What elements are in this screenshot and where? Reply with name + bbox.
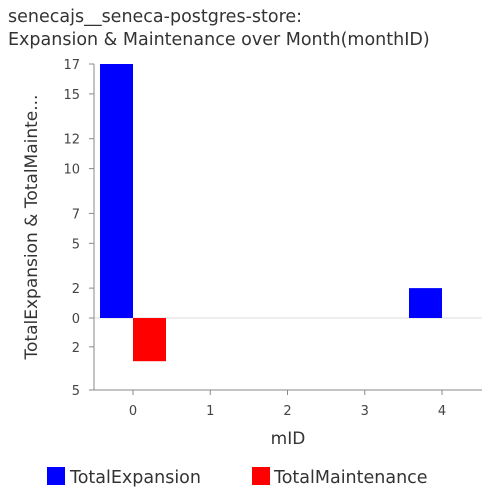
bar-totalexpansion-0 [100,64,133,318]
y-tick-label: 10 [63,163,80,178]
y-tick-label: 2 [72,341,80,356]
y-tick-label: 5 [72,237,80,252]
x-tick-label: 4 [438,404,446,419]
y-tick-layer: 17 15 12 10 7 5 2 0 2 5 [63,58,94,399]
x-tick-layer: 0 1 2 3 4 [129,390,446,419]
bar-layer [100,64,442,361]
x-tick-label: 3 [361,404,369,419]
legend-swatch-maintenance [252,467,270,485]
y-tick-label: 12 [63,133,80,148]
legend-swatch-expansion [47,467,65,485]
y-tick-label: 17 [63,58,80,73]
x-tick-label: 1 [206,404,214,419]
legend-label-maintenance: TotalMaintenance [273,468,428,488]
legend-label-expansion: TotalExpansion [69,468,201,488]
y-tick-label: 2 [72,282,80,297]
y-tick-label: 15 [63,88,80,103]
x-tick-label: 2 [283,404,291,419]
bar-totalexpansion-4 [409,288,442,318]
y-tick-label: 5 [72,384,80,399]
y-axis-label: TotalExpansion & TotalMainte... [22,95,42,361]
bar-totalmaintenance-0 [133,318,166,361]
y-tick-label: 0 [72,312,80,327]
y-tick-label: 7 [72,207,80,222]
x-tick-label: 0 [129,404,137,419]
x-axis-label: mID [271,429,306,449]
legend: TotalExpansion TotalMaintenance [47,467,428,488]
